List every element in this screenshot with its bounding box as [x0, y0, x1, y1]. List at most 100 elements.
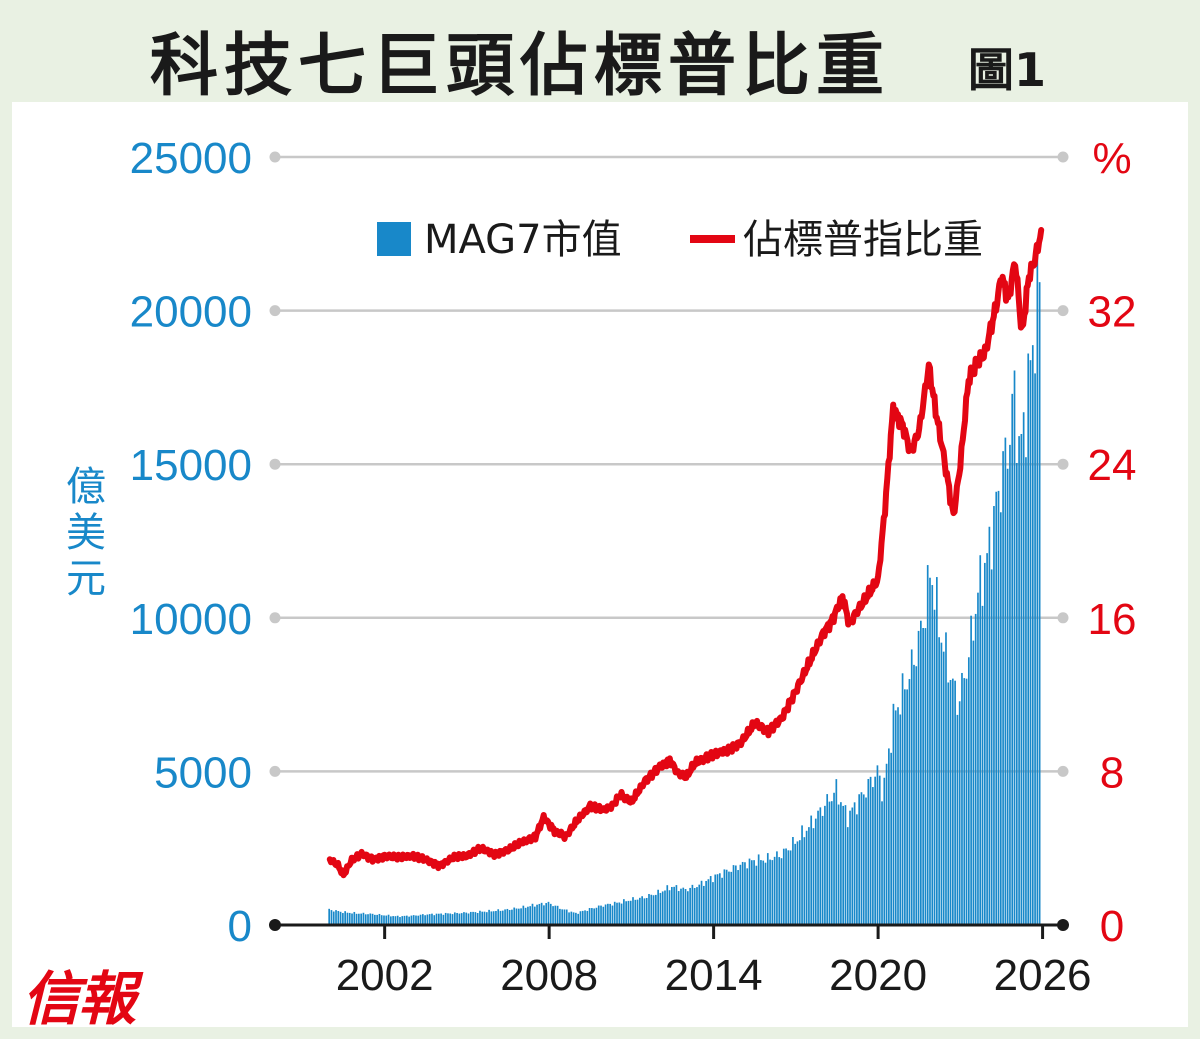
- bar: [840, 802, 842, 925]
- bar: [773, 856, 776, 925]
- bar: [396, 915, 399, 925]
- bar: [497, 909, 500, 925]
- bar: [552, 906, 554, 925]
- bar: [846, 827, 849, 925]
- bar: [869, 776, 872, 925]
- y-axis-label-char: 元: [66, 556, 106, 602]
- bar: [355, 913, 358, 925]
- y-left-tick-label: 5000: [154, 748, 252, 797]
- bar: [734, 865, 737, 925]
- bar: [399, 917, 401, 925]
- gridline-end-dot: [269, 612, 281, 624]
- bar: [650, 894, 653, 925]
- bar: [433, 915, 436, 925]
- figure-label: 圖1: [968, 43, 1047, 97]
- bar: [568, 912, 570, 925]
- bar: [408, 916, 410, 925]
- bar: [515, 908, 518, 925]
- bar: [808, 827, 810, 925]
- bar: [616, 902, 618, 925]
- bar: [661, 891, 664, 925]
- bar: [967, 657, 970, 925]
- bar: [739, 864, 742, 925]
- bar: [481, 911, 484, 925]
- bar: [757, 854, 760, 925]
- bar: [588, 908, 591, 925]
- gridline-end-dot: [1057, 612, 1069, 624]
- bar: [431, 913, 433, 925]
- bar: [342, 913, 344, 925]
- bar: [627, 900, 630, 925]
- bar: [652, 895, 655, 925]
- bar: [814, 818, 817, 925]
- bar: [1038, 282, 1041, 925]
- bar: [677, 891, 680, 925]
- bar: [479, 910, 481, 925]
- bar: [915, 666, 918, 925]
- bar: [394, 916, 397, 925]
- bar: [597, 905, 600, 925]
- bar: [789, 850, 792, 925]
- bar: [442, 914, 445, 925]
- bar: [524, 907, 527, 925]
- bar: [428, 914, 431, 925]
- x-tick-label: 2008: [500, 951, 598, 1000]
- x-tick-label: 2020: [829, 951, 927, 1000]
- y-axis-label: 億美元: [66, 464, 106, 602]
- bar: [613, 901, 616, 925]
- bar: [1025, 457, 1027, 925]
- bar: [374, 914, 376, 925]
- bar: [762, 860, 765, 925]
- bar: [584, 910, 586, 925]
- bar: [830, 801, 833, 925]
- bar: [362, 912, 365, 925]
- bar: [904, 689, 906, 925]
- bar: [572, 912, 575, 925]
- bar: [1006, 468, 1009, 925]
- bar: [337, 911, 340, 925]
- y-right-tick-label: 32: [1088, 288, 1137, 337]
- y-right-tick-label: %: [1092, 134, 1131, 183]
- bar: [1011, 393, 1014, 925]
- bar: [936, 577, 938, 925]
- bar: [890, 752, 892, 925]
- gridline-end-dot: [1057, 765, 1069, 777]
- bar: [787, 850, 790, 925]
- bar: [559, 908, 561, 925]
- bar: [456, 912, 458, 925]
- y-axis-label-char: 億: [66, 464, 106, 510]
- bar: [330, 910, 333, 925]
- bar: [748, 858, 751, 925]
- bar: [796, 841, 799, 925]
- bar: [1015, 462, 1018, 925]
- bar: [351, 913, 353, 925]
- bar: [364, 914, 367, 925]
- bar: [641, 896, 643, 925]
- line-layer: [326, 227, 1045, 879]
- bar: [437, 913, 440, 925]
- bar: [867, 779, 870, 925]
- bar: [577, 913, 580, 925]
- bar: [517, 908, 520, 925]
- bar: [383, 915, 385, 925]
- y-axis-label-char: 美: [66, 510, 106, 556]
- bar: [926, 565, 929, 925]
- bar: [538, 903, 541, 925]
- bar: [979, 555, 982, 925]
- y-left-tick-label: 0: [228, 902, 252, 951]
- bar: [819, 807, 822, 925]
- bar: [721, 877, 723, 925]
- bar: [664, 890, 666, 925]
- bar: [376, 914, 378, 925]
- title-bar: 科技七巨頭佔標普比重 圖1: [0, 0, 1200, 106]
- bar: [344, 911, 347, 925]
- gridline-end-dot: [1057, 458, 1069, 470]
- bar: [547, 901, 550, 925]
- bar: [718, 873, 721, 925]
- bar: [460, 913, 463, 925]
- y-right-tick-label: 24: [1088, 441, 1137, 490]
- bar: [780, 858, 783, 925]
- x-axis-end-dot: [1057, 919, 1069, 931]
- legend-line-label: 佔標普指比重: [743, 217, 983, 263]
- bar: [465, 912, 468, 925]
